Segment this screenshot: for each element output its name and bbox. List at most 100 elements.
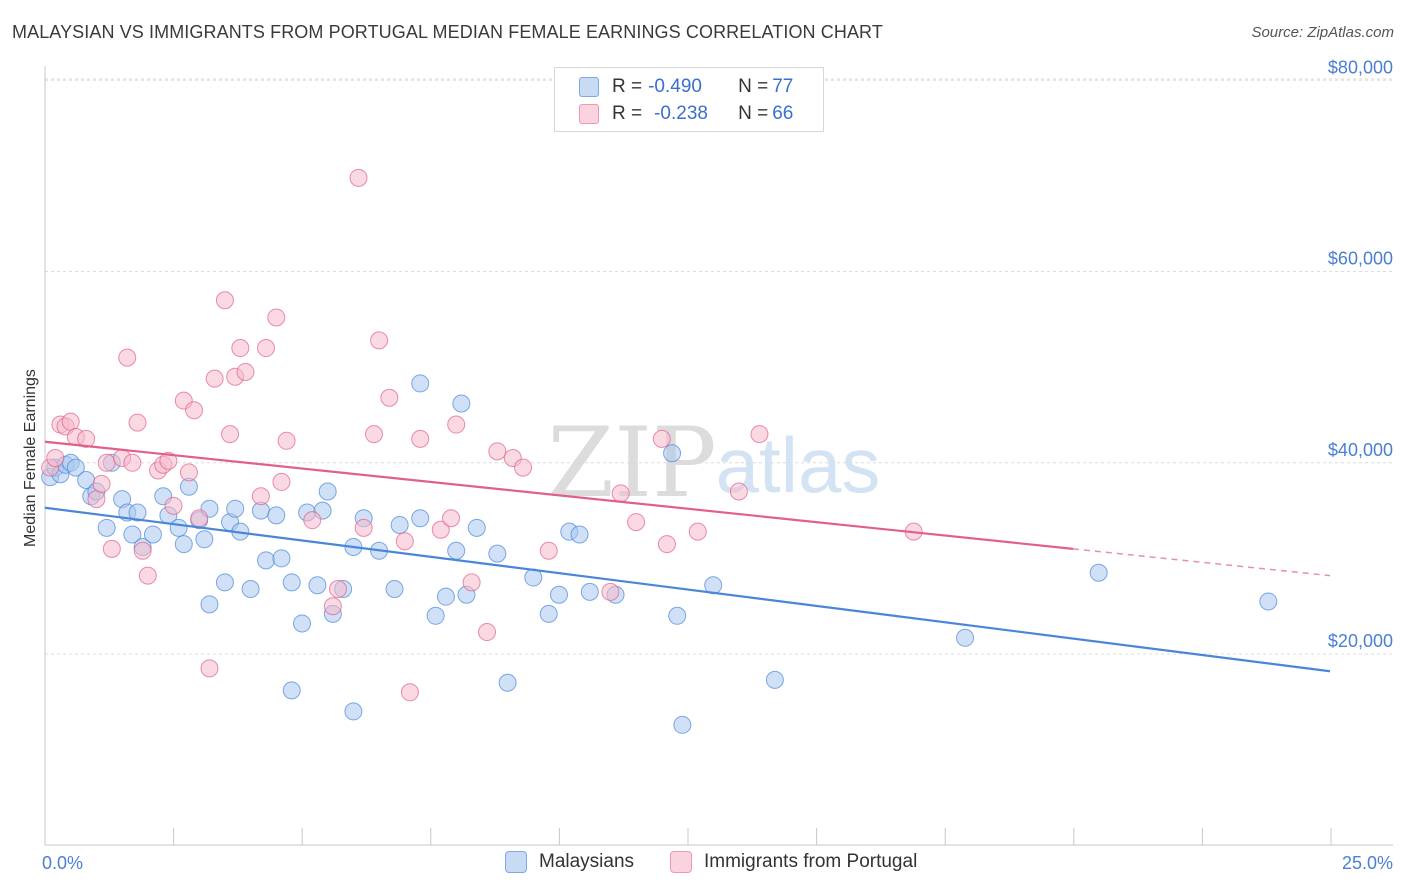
point-portugal xyxy=(179,463,198,482)
legend-r-value: -0.238 xyxy=(654,103,708,124)
y-tick-label: $40,000 xyxy=(1328,440,1393,460)
point-malaysians xyxy=(539,604,558,623)
point-malaysians xyxy=(241,580,260,599)
point-malaysians xyxy=(385,580,404,599)
series-legend: Malaysians Immigrants from Portugal xyxy=(0,851,1406,879)
point-portugal xyxy=(431,520,450,539)
point-portugal xyxy=(277,431,296,450)
point-portugal xyxy=(688,522,707,541)
point-malaysians xyxy=(97,518,116,537)
legend-r-value: -0.490 xyxy=(648,76,702,97)
point-portugal xyxy=(190,509,209,528)
point-portugal xyxy=(46,449,65,468)
legend-row-portugal: R = -0.238 N = 66 xyxy=(579,101,793,127)
point-malaysians xyxy=(570,525,589,544)
point-malaysians xyxy=(215,573,234,592)
point-portugal xyxy=(257,339,276,358)
legend-n-label: N = xyxy=(738,76,769,97)
point-malaysians xyxy=(257,551,276,570)
axes xyxy=(44,66,1393,846)
point-malaysians xyxy=(488,544,507,563)
series-swatch-portugal xyxy=(670,851,692,873)
y-tick-label: $80,000 xyxy=(1328,57,1393,77)
point-malaysians xyxy=(436,587,455,606)
point-portugal xyxy=(442,509,461,528)
point-malaysians xyxy=(318,482,337,501)
point-portugal xyxy=(411,429,430,448)
point-portugal xyxy=(303,511,322,530)
point-malaysians xyxy=(195,530,214,549)
point-malaysians xyxy=(663,444,682,463)
point-portugal xyxy=(272,472,291,491)
legend-n-label: N = xyxy=(738,103,769,124)
point-malaysians xyxy=(580,582,599,601)
point-portugal xyxy=(627,513,646,532)
legend-r-label: R = xyxy=(612,76,643,97)
point-malaysians xyxy=(447,541,466,560)
point-malaysians xyxy=(956,628,975,647)
watermark: ZIP atlas xyxy=(547,407,880,519)
point-malaysians xyxy=(282,681,301,700)
point-portugal xyxy=(77,429,96,448)
point-malaysians xyxy=(467,518,486,537)
point-portugal xyxy=(611,484,630,503)
series-legend-malaysians: Malaysians xyxy=(505,851,634,873)
point-malaysians xyxy=(344,702,363,721)
point-portugal xyxy=(323,597,342,616)
series-legend-label: Immigrants from Portugal xyxy=(704,851,918,872)
point-portugal xyxy=(370,331,389,350)
point-portugal xyxy=(354,518,373,537)
legend-n-value: 77 xyxy=(772,76,794,97)
point-portugal xyxy=(514,458,533,477)
correlation-legend: R = -0.490 N = 77 R = -0.238 N = 66 xyxy=(554,67,824,132)
point-portugal xyxy=(462,573,481,592)
point-malaysians xyxy=(452,394,471,413)
tick-labels: $20,000 $40,000 $60,000 $80,000 0.0% 25.0% xyxy=(42,57,1393,873)
point-portugal xyxy=(102,539,121,558)
trend-lines xyxy=(44,440,1331,673)
trend-line-malaysians xyxy=(44,506,1331,673)
point-portugal xyxy=(251,487,270,506)
point-portugal xyxy=(750,425,769,444)
point-portugal xyxy=(128,413,147,432)
point-malaysians xyxy=(426,606,445,625)
x-tick-label: 25.0% xyxy=(1342,853,1393,873)
point-malaysians xyxy=(143,525,162,544)
series-legend-label: Malaysians xyxy=(539,851,635,872)
point-portugal xyxy=(87,490,106,509)
point-portugal xyxy=(539,541,558,560)
point-portugal xyxy=(400,683,419,702)
point-portugal xyxy=(447,415,466,434)
data-points xyxy=(41,168,1278,734)
point-portugal xyxy=(185,401,204,420)
point-portugal xyxy=(133,541,152,560)
legend-row-malaysians: R = -0.490 N = 77 xyxy=(579,74,793,100)
point-portugal xyxy=(267,308,286,327)
point-portugal xyxy=(729,482,748,501)
point-malaysians xyxy=(66,458,85,477)
point-portugal xyxy=(488,442,507,461)
y-tick-label: $20,000 xyxy=(1328,631,1393,651)
source-credit: Source: ZipAtlas.com xyxy=(1251,24,1394,41)
point-malaysians xyxy=(498,673,517,692)
series-swatch-malaysians xyxy=(505,851,527,873)
point-malaysians xyxy=(169,518,188,537)
point-malaysians xyxy=(308,576,327,595)
point-malaysians xyxy=(293,614,311,633)
point-malaysians xyxy=(174,535,193,554)
point-malaysians xyxy=(1089,563,1108,582)
point-portugal xyxy=(478,623,497,642)
point-portugal xyxy=(159,451,178,470)
point-portugal xyxy=(138,566,157,585)
series-legend-portugal: Immigrants from Portugal xyxy=(670,851,917,873)
point-portugal xyxy=(380,388,399,407)
legend-n-value: 66 xyxy=(772,103,794,124)
point-malaysians xyxy=(411,374,430,393)
point-portugal xyxy=(349,168,368,187)
legend-swatch-malaysians xyxy=(579,77,599,97)
point-malaysians xyxy=(267,506,286,525)
point-malaysians xyxy=(128,503,147,522)
point-portugal xyxy=(123,453,142,472)
point-malaysians xyxy=(550,585,568,604)
point-malaysians xyxy=(673,715,692,734)
